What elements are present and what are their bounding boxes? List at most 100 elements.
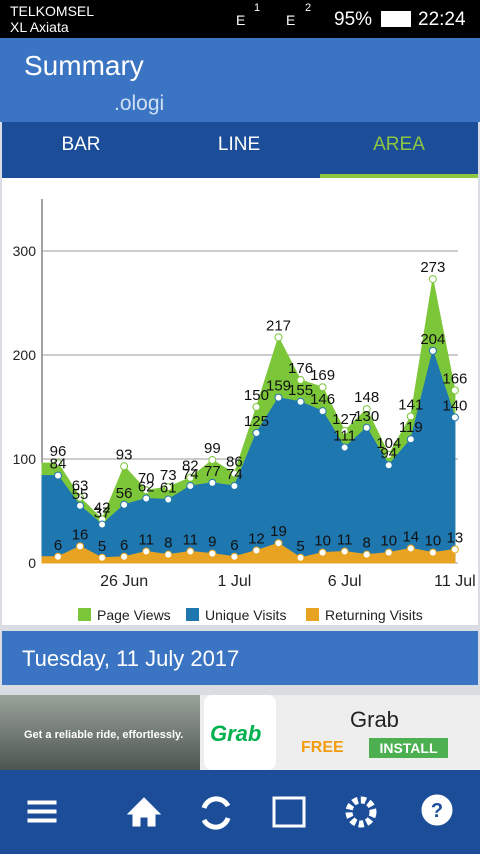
data-label: 13 [447,529,464,546]
data-label: 10 [380,533,397,550]
data-label: 10 [425,533,442,550]
point [120,500,129,509]
data-label: 14 [402,528,419,545]
point [164,495,173,504]
point [384,461,393,470]
point [340,426,349,435]
data-label: 9 [208,534,216,551]
point [230,552,239,561]
point [164,483,173,492]
point [120,552,129,561]
tab[interactable]: BAR [61,134,101,155]
data-label: 61 [160,480,177,497]
network: E [286,12,296,28]
point [340,443,349,452]
point [406,544,415,553]
point [208,478,217,487]
carrier: XL Axiata [10,19,69,35]
data-label: 8 [164,535,172,552]
bottom-nav: ? [0,770,480,854]
data-label: 82 [182,458,199,475]
point [186,547,195,556]
point [252,403,261,411]
x-tick-label: 11 Jul [434,573,476,590]
point [230,469,239,478]
point [406,435,415,444]
point [318,548,327,557]
data-label: 70 [138,470,155,487]
carrier: TELKOMSEL [10,3,95,19]
y-tick-label: 200 [13,347,37,363]
data-label: 84 [50,456,67,473]
data-label: 141 [398,396,423,413]
data-label: 62 [138,479,155,496]
install-button[interactable]: INSTALL [369,738,448,758]
data-label: 5 [296,538,304,555]
data-label: 127 [332,411,357,428]
x-tick-label: 1 Jul [218,573,252,590]
data-label: 77 [204,463,221,480]
data-label: 159 [266,378,291,395]
data-label: 155 [288,382,313,399]
point [274,539,283,548]
ad-banner[interactable]: Get a reliable ride, effortlessly. Grab … [0,695,480,770]
data-label: 96 [50,443,67,460]
help-glyph: ? [431,800,443,822]
point [252,429,261,437]
data-label: 166 [442,370,467,387]
point [142,486,151,495]
home-icon[interactable] [126,797,162,827]
point [208,456,217,465]
data-label: 63 [72,477,89,494]
data-label: 150 [244,387,269,404]
data-label: 146 [310,391,335,408]
network: E [236,12,246,28]
tab[interactable]: AREA [373,134,425,155]
legend-swatch [78,608,91,621]
data-label: 56 [116,485,133,502]
point [142,494,151,503]
point [76,542,85,551]
sim: 2 [305,2,312,14]
point [362,550,371,559]
help-icon[interactable] [421,794,453,826]
data-label: 93 [116,446,133,463]
ad-tagline: Get a reliable ride, effortlessly. [24,729,184,741]
header: Summary .ologi [0,38,480,122]
point [98,553,107,562]
subtitle: .ologi [114,92,165,115]
ad-app-name: Grab [350,707,399,732]
data-label: 99 [204,440,221,457]
data-label: 74 [226,466,243,483]
point [362,423,371,432]
data-label: 6 [230,537,238,554]
point [296,553,305,562]
y-tick-label: 100 [13,451,37,467]
refresh-icon[interactable] [201,796,231,830]
point [406,412,415,421]
data-label: 11 [337,532,353,549]
settings-icon[interactable] [345,796,377,828]
legend-swatch [306,608,319,621]
point [120,462,129,471]
calendar-icon[interactable] [272,796,306,828]
status-bar: TELKOMSEL XL Axiata E 1 E 2 95% 22:24 [0,0,480,38]
point [450,413,459,422]
data-label: 37 [94,505,111,522]
battery-icon [381,11,411,27]
point [186,482,195,491]
data-label: 94 [380,445,397,462]
point [76,501,85,510]
data-label: 11 [183,532,199,549]
tab[interactable]: LINE [217,134,261,155]
point [318,383,327,392]
point [54,471,62,480]
data-label: 104 [376,435,401,452]
menu-icon[interactable] [27,800,57,823]
data-label: 86 [226,454,243,471]
battery-text: 95% [334,9,373,30]
point [54,552,62,561]
y-tick-label: 300 [13,243,37,259]
